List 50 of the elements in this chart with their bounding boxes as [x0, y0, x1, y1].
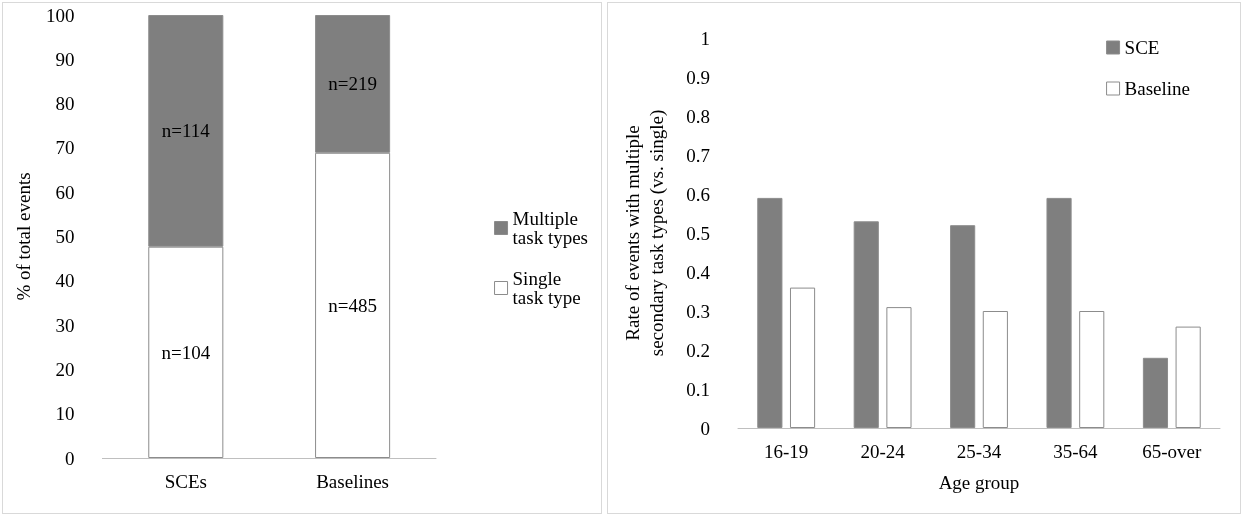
y-tick-label: 0.7 [686, 144, 710, 166]
bar [1046, 197, 1072, 428]
bar [853, 221, 879, 428]
y-tick-label: 0.3 [686, 300, 710, 322]
y-tick-label: 0.5 [686, 222, 710, 244]
annotation: n=104 [161, 341, 211, 363]
y-tick-label: 100 [45, 4, 75, 26]
y-tick-label: 80 [55, 93, 75, 115]
x-tick-label: 25-34 [956, 441, 1002, 462]
y-tick-label: 0.9 [686, 66, 710, 88]
x-tick-label: 16-19 [764, 441, 809, 462]
y-tick-label: 60 [55, 181, 75, 203]
y-tick-label: 0.6 [686, 183, 710, 205]
x-tick-label: 20-24 [860, 441, 906, 462]
annotation: n=485 [328, 294, 377, 316]
annotation: n=219 [328, 73, 377, 95]
legend-label: Baseline [1124, 78, 1191, 99]
y-tick-label: 0 [700, 417, 710, 439]
bar [1142, 357, 1169, 428]
y-axis-title: Rate of events with multiple secondary task types (vs. single) [621, 109, 668, 357]
y-tick-label: 20 [55, 358, 75, 380]
bar [789, 287, 816, 428]
y-tick-label: 0.2 [686, 339, 710, 361]
y-tick-label: 1 [700, 27, 710, 49]
legend-label: SCE [1124, 37, 1160, 58]
y-tick-label: 30 [55, 314, 75, 336]
x-tick-label: 35-64 [1053, 441, 1099, 462]
x-tick-label: SCEs [164, 471, 207, 492]
annotation: n=114 [161, 120, 211, 142]
bar [757, 197, 783, 428]
bar [950, 225, 976, 428]
y-tick-label: 0.8 [686, 105, 710, 127]
bar [1079, 311, 1105, 428]
x-tick-label: Baselines [316, 471, 390, 492]
legend-label: Single task type [512, 268, 581, 308]
x-tick-label: 65-over [1142, 441, 1203, 462]
y-tick-label: 10 [55, 403, 75, 425]
y-tick-label: 50 [55, 226, 75, 247]
y-tick-label: 0 [64, 447, 75, 469]
y-axis-title: % of total events [12, 172, 34, 301]
y-tick-label: 90 [55, 48, 75, 70]
legend-label: Multiple task types [512, 208, 589, 248]
y-tick-label: 70 [55, 137, 75, 159]
y-tick-label: 40 [55, 270, 75, 292]
bar [982, 311, 1008, 428]
y-tick-label: 0.1 [686, 378, 710, 400]
bar [886, 307, 912, 428]
y-tick-label: 0.4 [686, 261, 711, 283]
bar [1175, 326, 1201, 428]
x-axis-title: Age group [938, 472, 1020, 493]
